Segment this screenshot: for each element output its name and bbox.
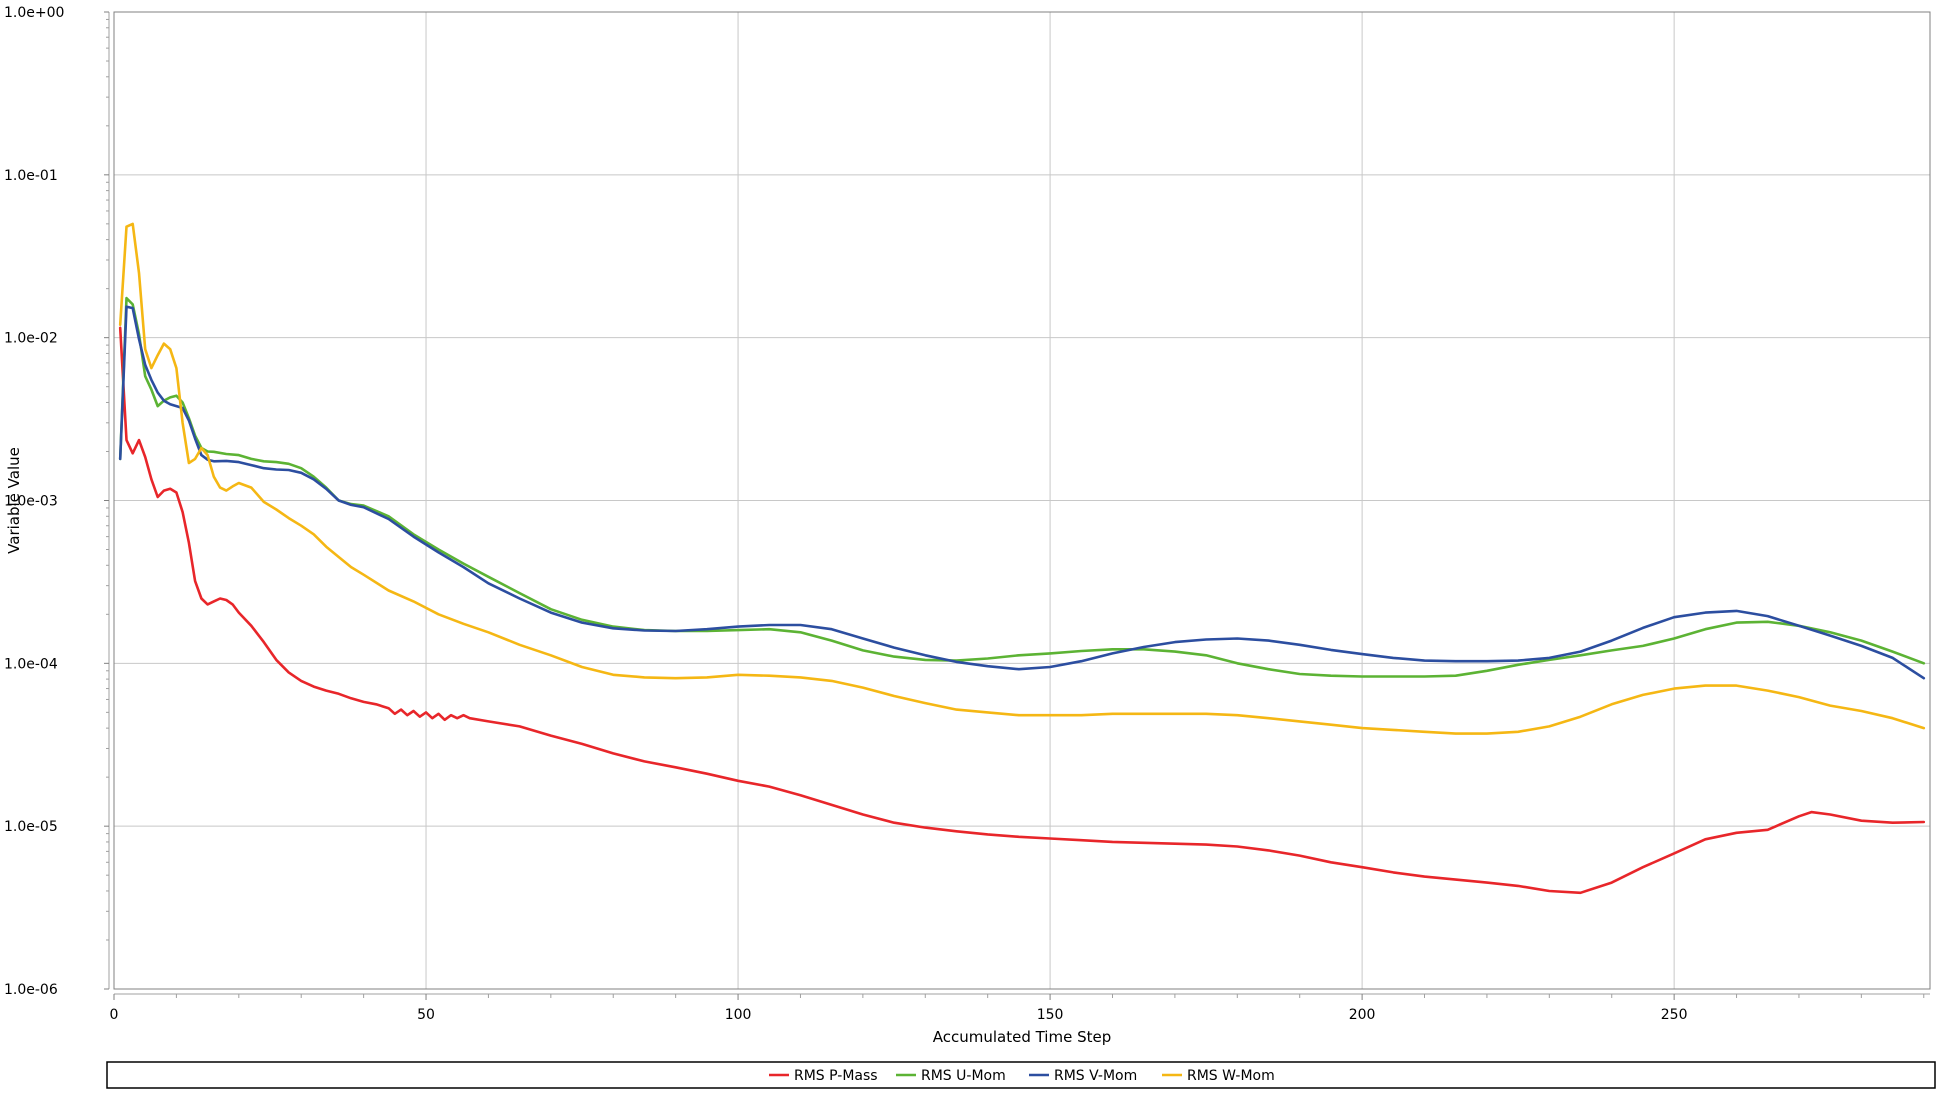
legend-label: RMS P-Mass bbox=[794, 1068, 878, 1084]
y-tick-label: 1.0e-06 bbox=[4, 982, 58, 998]
x-tick-label: 150 bbox=[1037, 1007, 1064, 1023]
legend-item: RMS W-Mom bbox=[1162, 1068, 1275, 1084]
series-line-rms-p-mass bbox=[118, 326, 1926, 895]
legend: RMS P-Mass RMS U-Mom RMS V-Mom RMS W-Mom bbox=[769, 1068, 1275, 1084]
x-tick-label: 50 bbox=[417, 1007, 435, 1023]
series-layer bbox=[118, 222, 1926, 895]
legend-label: RMS U-Mom bbox=[921, 1068, 1006, 1084]
legend-label: RMS W-Mom bbox=[1187, 1068, 1275, 1084]
x-tick-label: 250 bbox=[1661, 1007, 1688, 1023]
y-tick-label: 1.0e-05 bbox=[4, 819, 58, 835]
x-tick-label: 200 bbox=[1349, 1007, 1376, 1023]
series-line-rms-v-mom bbox=[118, 305, 1926, 680]
axis-layer: 1.0e-06 1.0e-05 1.0e-04 1.0e-03 1.0e-02 1.0e-… bbox=[4, 5, 1930, 1023]
x-tick-label: 100 bbox=[725, 1007, 752, 1023]
x-tick-label: 0 bbox=[110, 1007, 119, 1023]
series-line-rms-u-mom bbox=[118, 296, 1926, 678]
legend-item: RMS V-Mom bbox=[1029, 1068, 1137, 1084]
y-tick-label: 1.0e-01 bbox=[4, 168, 58, 184]
y-tick-label: 1.0e-04 bbox=[4, 656, 58, 672]
legend-box bbox=[106, 1061, 1936, 1089]
y-tick-label: 1.0e-02 bbox=[4, 331, 58, 347]
plot-frame bbox=[113, 11, 1931, 990]
y-tick-label: 1.0e-03 bbox=[4, 494, 58, 510]
grid-layer bbox=[113, 11, 1930, 990]
legend-item: RMS P-Mass bbox=[769, 1068, 878, 1084]
legend-label: RMS V-Mom bbox=[1054, 1068, 1137, 1084]
legend-item: RMS U-Mom bbox=[896, 1068, 1006, 1084]
y-axis-title: Variable Value bbox=[5, 447, 23, 554]
series-line-rms-w-mom bbox=[118, 222, 1926, 735]
y-tick-label: 1.0e+00 bbox=[4, 5, 64, 21]
x-axis-title: Accumulated Time Step bbox=[933, 1028, 1112, 1046]
